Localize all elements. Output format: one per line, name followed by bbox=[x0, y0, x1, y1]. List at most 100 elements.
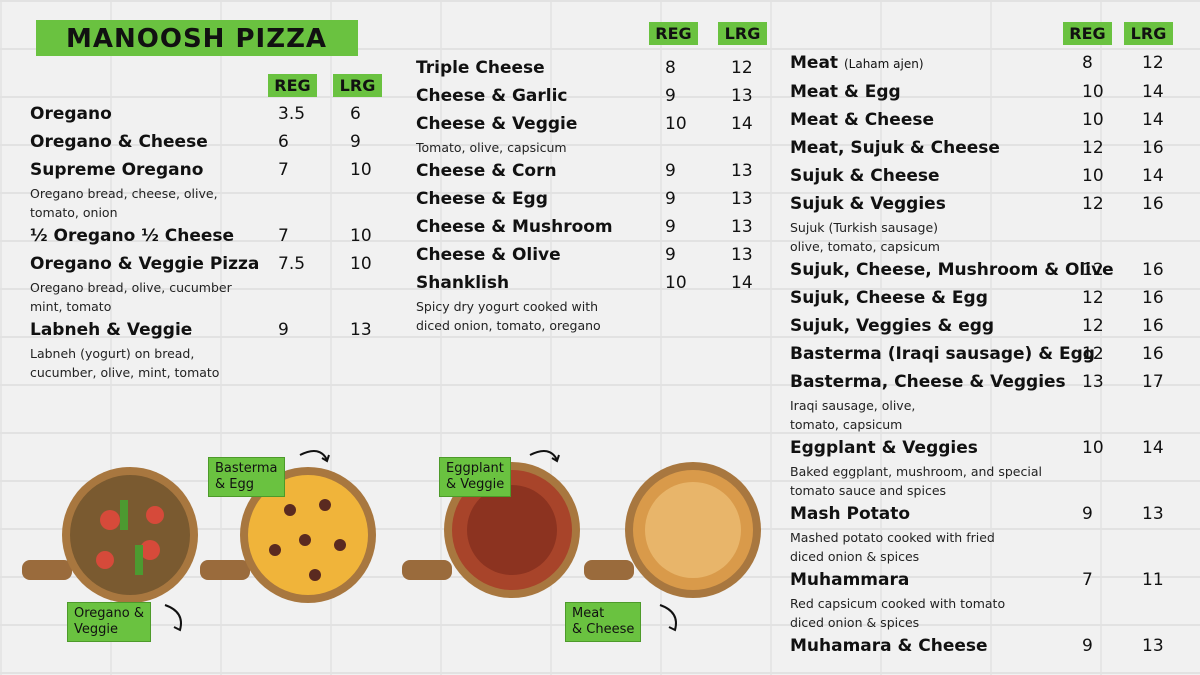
item-name: Mash Potato bbox=[790, 500, 1170, 528]
image-label-line: Veggie bbox=[74, 622, 118, 637]
column-header: REG bbox=[1063, 22, 1112, 45]
price-reg: 7 bbox=[278, 226, 289, 246]
item-name-text: Sujuk, Cheese & Egg bbox=[790, 288, 988, 308]
item-description: Tomato, olive, capsicum bbox=[416, 140, 567, 155]
menu-item: Cheese & Egg 9 13 bbox=[416, 185, 756, 213]
price-lrg: 14 bbox=[1142, 166, 1164, 186]
item-description: Mashed potato cooked with fried bbox=[790, 530, 995, 545]
price-lrg: 12 bbox=[1142, 53, 1164, 73]
price-reg: 12 bbox=[1082, 138, 1104, 158]
item-name-text: Cheese & Garlic bbox=[416, 86, 568, 106]
price-reg: 8 bbox=[1082, 53, 1093, 73]
image-label: Eggplant & Veggie bbox=[439, 457, 512, 497]
menu-item: Basterma, Cheese & Veggies Iraqi sausage,… bbox=[790, 368, 1170, 434]
price-reg: 7 bbox=[1082, 570, 1093, 590]
item-name-text: Meat & Cheese bbox=[790, 110, 934, 130]
price-reg: 9 bbox=[665, 86, 676, 106]
price-lrg: 13 bbox=[731, 161, 753, 181]
menu-item: Labneh & Veggie Labneh (yogurt) on bread,… bbox=[30, 316, 372, 382]
item-note: (Laham ajen) bbox=[843, 57, 924, 71]
price-lrg: 14 bbox=[731, 114, 753, 134]
pizza-basterma-egg bbox=[200, 467, 376, 603]
item-name-text: Muhammara bbox=[790, 570, 910, 590]
item-name: Sujuk, Cheese & Egg bbox=[790, 284, 1170, 312]
item-name: Meat, Sujuk & Cheese bbox=[790, 134, 1170, 162]
menu-item: Oregano & Cheese 6 9 bbox=[30, 128, 370, 156]
column-header: REG bbox=[649, 22, 698, 45]
image-label-line: & Cheese bbox=[572, 622, 635, 637]
item-name: Cheese & Garlic bbox=[416, 82, 756, 110]
price-lrg: 14 bbox=[1142, 110, 1164, 130]
item-name-text: Basterma (Iraqi sausage) & Egg bbox=[790, 344, 1095, 364]
image-label: Basterma & Egg bbox=[208, 457, 285, 497]
price-reg: 9 bbox=[665, 161, 676, 181]
item-name-text: Cheese & Veggie bbox=[416, 114, 578, 134]
image-label-line: & Egg bbox=[215, 477, 254, 492]
menu-item: Cheese & Garlic 9 13 bbox=[416, 82, 756, 110]
menu-item: Shanklish Spicy dry yogurt cooked with dic… bbox=[416, 269, 756, 335]
item-name-text: Cheese & Corn bbox=[416, 161, 557, 181]
item-description: diced onion, tomato, oregano bbox=[416, 318, 601, 333]
menu-item: Cheese & Mushroom 9 13 bbox=[416, 213, 756, 241]
column-header: LRG bbox=[718, 22, 767, 45]
item-name: Cheese & Egg bbox=[416, 185, 756, 213]
item-name-text: Meat & Egg bbox=[790, 82, 901, 102]
item-name: Eggplant & Veggies bbox=[790, 434, 1170, 462]
item-name-text: Mash Potato bbox=[790, 504, 911, 524]
menu-column: Oregano 3.5 6 Oregano & Cheese 6 9 Supreme Ore… bbox=[30, 100, 372, 382]
pizza-oregano-veggie bbox=[22, 467, 198, 603]
item-name: Shanklish bbox=[416, 269, 756, 297]
image-label-line: Meat bbox=[572, 606, 605, 621]
price-lrg: 16 bbox=[1142, 138, 1164, 158]
image-label-line: & Veggie bbox=[446, 477, 505, 492]
item-name: Labneh & Veggie bbox=[30, 316, 370, 344]
item-description: Spicy dry yogurt cooked with bbox=[416, 299, 599, 314]
menu-item: Meat & Cheese 10 14 bbox=[790, 106, 1170, 134]
menu-item: Sujuk, Cheese & Egg 12 16 bbox=[790, 284, 1170, 312]
price-lrg: 16 bbox=[1142, 344, 1164, 364]
item-description: Labneh (yogurt) on bread, bbox=[30, 346, 195, 361]
price-reg: 7 bbox=[278, 160, 289, 180]
item-name-text: Meat bbox=[790, 53, 839, 73]
price-reg: 3.5 bbox=[278, 104, 306, 124]
price-reg: 10 bbox=[1082, 166, 1104, 186]
menu-item: Sujuk & Veggies Sujuk (Turkish sausage) ol… bbox=[790, 190, 1170, 256]
item-name-text: Triple Cheese bbox=[416, 58, 545, 78]
item-name: Meat (Laham ajen) bbox=[790, 49, 1170, 78]
menu-item: Oregano 3.5 6 bbox=[30, 100, 370, 128]
item-description: tomato sauce and spices bbox=[790, 483, 947, 498]
menu-column: Triple Cheese 8 12 Cheese & Garlic 9 13 Cheese… bbox=[416, 54, 756, 335]
item-description: Sujuk (Turkish sausage) bbox=[790, 220, 939, 235]
price-lrg: 9 bbox=[350, 132, 361, 152]
menu-title: MANOOSH PIZZA bbox=[36, 20, 358, 56]
price-reg: 9 bbox=[665, 245, 676, 265]
item-name: Cheese & Mushroom bbox=[416, 213, 756, 241]
menu-item: Cheese & Olive 9 13 bbox=[416, 241, 756, 269]
image-label-line: Basterma bbox=[215, 461, 278, 476]
item-description: diced onion & spices bbox=[790, 549, 920, 564]
price-reg: 10 bbox=[1082, 82, 1104, 102]
pizza-meat-cheese bbox=[584, 462, 761, 598]
price-lrg: 11 bbox=[1142, 570, 1164, 590]
item-name: Triple Cheese bbox=[416, 54, 756, 82]
price-reg: 9 bbox=[1082, 504, 1093, 524]
menu-item: Supreme Oregano Oregano bread, cheese, ol… bbox=[30, 156, 372, 222]
item-name: Oregano & Cheese bbox=[30, 128, 370, 156]
item-name-text: Sujuk, Veggies & egg bbox=[790, 316, 995, 336]
item-name: Oregano bbox=[30, 100, 370, 128]
price-reg: 12 bbox=[1082, 316, 1104, 336]
item-name: Cheese & Olive bbox=[416, 241, 756, 269]
item-name: Muhammara bbox=[790, 566, 1170, 594]
price-reg: 12 bbox=[1082, 260, 1104, 280]
price-reg: 8 bbox=[665, 58, 676, 78]
menu-item: Cheese & Veggie Tomato, olive, capsicum 10… bbox=[416, 110, 756, 157]
item-name: Meat & Cheese bbox=[790, 106, 1170, 134]
price-lrg: 10 bbox=[350, 160, 372, 180]
item-name-text: Cheese & Mushroom bbox=[416, 217, 613, 237]
menu-item: Meat & Egg 10 14 bbox=[790, 78, 1170, 106]
column-header: LRG bbox=[1124, 22, 1173, 45]
menu-item: Basterma (Iraqi sausage) & Egg 12 16 bbox=[790, 340, 1170, 368]
item-name-text: ½ Oregano ½ Cheese bbox=[30, 226, 235, 246]
item-name: Sujuk, Cheese, Mushroom & Olive bbox=[790, 256, 1170, 284]
